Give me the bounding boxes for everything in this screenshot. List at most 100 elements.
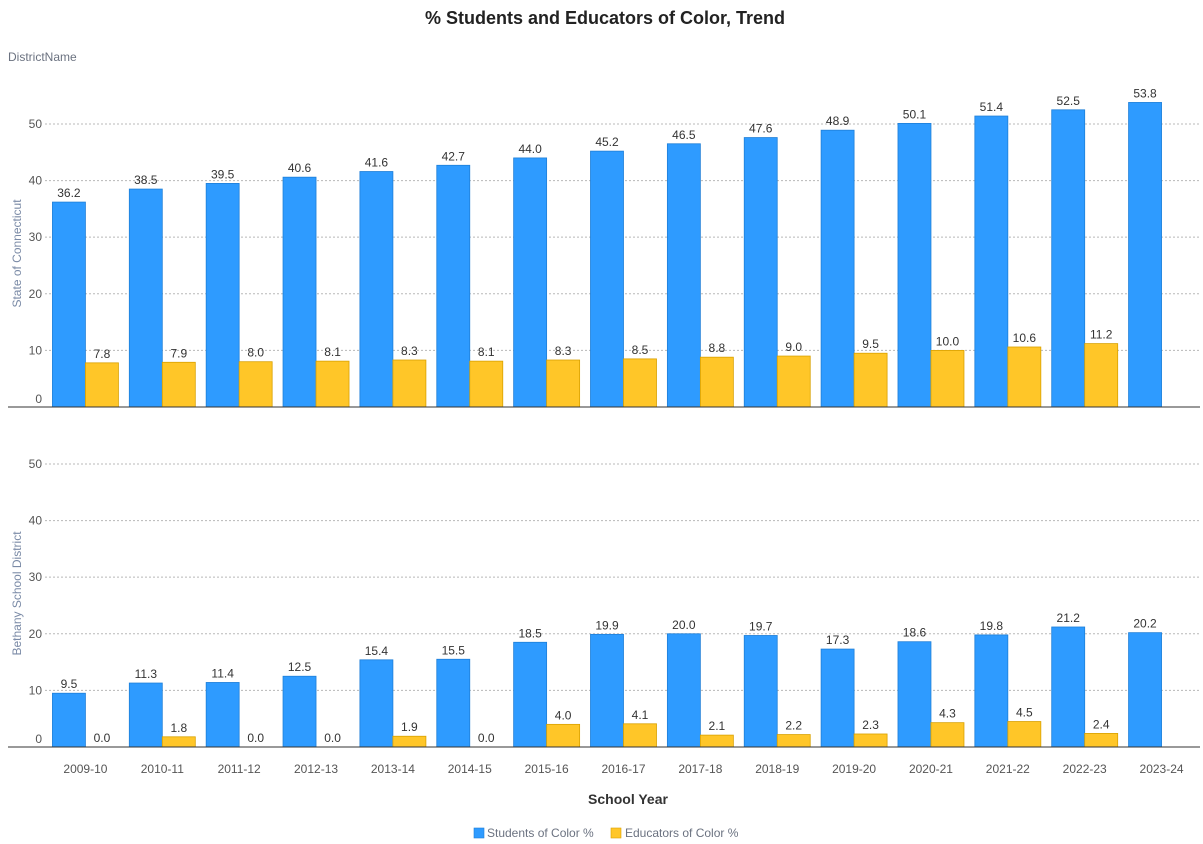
bar xyxy=(743,137,778,408)
bar xyxy=(930,349,965,408)
bar xyxy=(436,658,471,748)
data-label: 20.0 xyxy=(672,618,696,632)
data-label: 4.0 xyxy=(555,708,572,722)
legend-item: Students of Color % xyxy=(473,826,594,840)
bar xyxy=(205,183,240,408)
data-label: 46.5 xyxy=(672,128,696,142)
bar xyxy=(128,188,163,408)
bar xyxy=(1051,109,1086,408)
data-label: 4.5 xyxy=(1016,706,1033,720)
x-tick-label: 2021-22 xyxy=(986,762,1030,776)
y-tick-label: 20 xyxy=(29,627,43,641)
bar xyxy=(513,641,548,748)
bar xyxy=(85,362,119,408)
bar xyxy=(1084,733,1119,748)
bar xyxy=(1051,626,1086,748)
panel: 0 10 20 30 40 50 State of Connecticut 36.2 38.5 3… xyxy=(8,86,1200,408)
data-label: 7.8 xyxy=(94,347,111,361)
x-tick-label: 2012-13 xyxy=(294,762,338,776)
bar xyxy=(315,360,350,408)
x-tick-label: 2016-17 xyxy=(601,762,645,776)
bar xyxy=(359,171,394,408)
bar xyxy=(623,358,657,408)
data-label: 18.6 xyxy=(903,626,927,640)
x-tick-label: 2014-15 xyxy=(448,762,492,776)
legend-swatch xyxy=(473,827,485,839)
data-label: 45.2 xyxy=(595,135,619,149)
legend-swatch xyxy=(610,827,622,839)
bar xyxy=(897,641,932,748)
legend-item: Educators of Color % xyxy=(610,826,739,840)
data-label: 15.4 xyxy=(365,644,389,658)
bar xyxy=(590,150,624,408)
data-label: 8.8 xyxy=(709,341,726,355)
data-label: 8.3 xyxy=(555,344,572,358)
data-label: 19.9 xyxy=(595,618,619,632)
data-label: 51.4 xyxy=(980,100,1004,114)
bar xyxy=(392,735,427,748)
data-label: 1.9 xyxy=(401,720,418,734)
bar xyxy=(128,682,163,748)
bar xyxy=(359,659,394,748)
data-label: 8.0 xyxy=(247,346,264,360)
data-label: 2.4 xyxy=(1093,717,1110,731)
y-tick-label: 50 xyxy=(29,457,43,471)
bar xyxy=(52,201,86,408)
bar xyxy=(546,723,581,748)
x-tick-label: 2011-12 xyxy=(218,762,261,776)
x-tick-label: 2018-19 xyxy=(755,762,799,776)
bar xyxy=(930,722,965,748)
chart-title: % Students and Educators of Color, Trend xyxy=(425,8,785,28)
data-label: 2.2 xyxy=(785,719,802,733)
panel: 0 10 20 30 40 50 Bethany School District 9.5 11.… xyxy=(8,457,1200,748)
x-tick-label: 2017-18 xyxy=(678,762,722,776)
data-label: 9.0 xyxy=(785,340,802,354)
bar xyxy=(238,361,273,408)
data-label: 0.0 xyxy=(478,731,495,745)
data-label: 12.5 xyxy=(288,660,312,674)
data-label: 47.6 xyxy=(749,122,773,136)
bar xyxy=(743,635,778,748)
data-label: 53.8 xyxy=(1133,86,1157,100)
panel-label: State of Connecticut xyxy=(10,199,24,308)
y-tick-label: 10 xyxy=(29,343,43,357)
x-tick-label: 2013-14 xyxy=(371,762,415,776)
bar xyxy=(1007,346,1042,408)
data-label: 40.6 xyxy=(288,161,312,175)
data-label: 21.2 xyxy=(1057,611,1081,625)
data-label: 2.3 xyxy=(862,718,879,732)
y-tick-label: 50 xyxy=(29,117,43,131)
bar xyxy=(853,733,888,748)
bar xyxy=(513,157,548,408)
bar xyxy=(161,736,196,748)
legend: Students of Color % Educators of Color % xyxy=(473,826,739,840)
bar xyxy=(1128,102,1162,408)
plot-area: 0 10 20 30 40 50 State of Connecticut 36.2 38.5 3… xyxy=(8,86,1200,776)
data-label: 48.9 xyxy=(826,114,850,128)
data-label: 41.6 xyxy=(365,156,389,170)
legend-label: Educators of Color % xyxy=(625,826,739,840)
data-label: 38.5 xyxy=(134,173,158,187)
bar xyxy=(546,359,581,408)
bar xyxy=(623,723,657,748)
x-tick-label: 2020-21 xyxy=(909,762,953,776)
y-tick-label: 40 xyxy=(29,514,43,528)
data-label: 15.5 xyxy=(442,643,466,657)
x-tick-label: 2010-11 xyxy=(141,762,184,776)
y-tick-label: 10 xyxy=(29,683,43,697)
panel-label: Bethany School District xyxy=(10,531,24,656)
data-label: 11.3 xyxy=(135,667,158,681)
data-label: 1.8 xyxy=(170,721,187,735)
x-tick-label: 2009-10 xyxy=(63,762,107,776)
data-label: 2.1 xyxy=(709,719,726,733)
bar xyxy=(1084,343,1119,408)
data-label: 18.5 xyxy=(518,626,542,640)
bar xyxy=(469,360,504,408)
data-label: 17.3 xyxy=(826,633,850,647)
data-label: 19.8 xyxy=(980,619,1004,633)
data-label: 44.0 xyxy=(518,142,542,156)
legend-label: Students of Color % xyxy=(487,826,594,840)
bar xyxy=(974,634,1009,748)
x-tick-label: 2022-23 xyxy=(1063,762,1107,776)
